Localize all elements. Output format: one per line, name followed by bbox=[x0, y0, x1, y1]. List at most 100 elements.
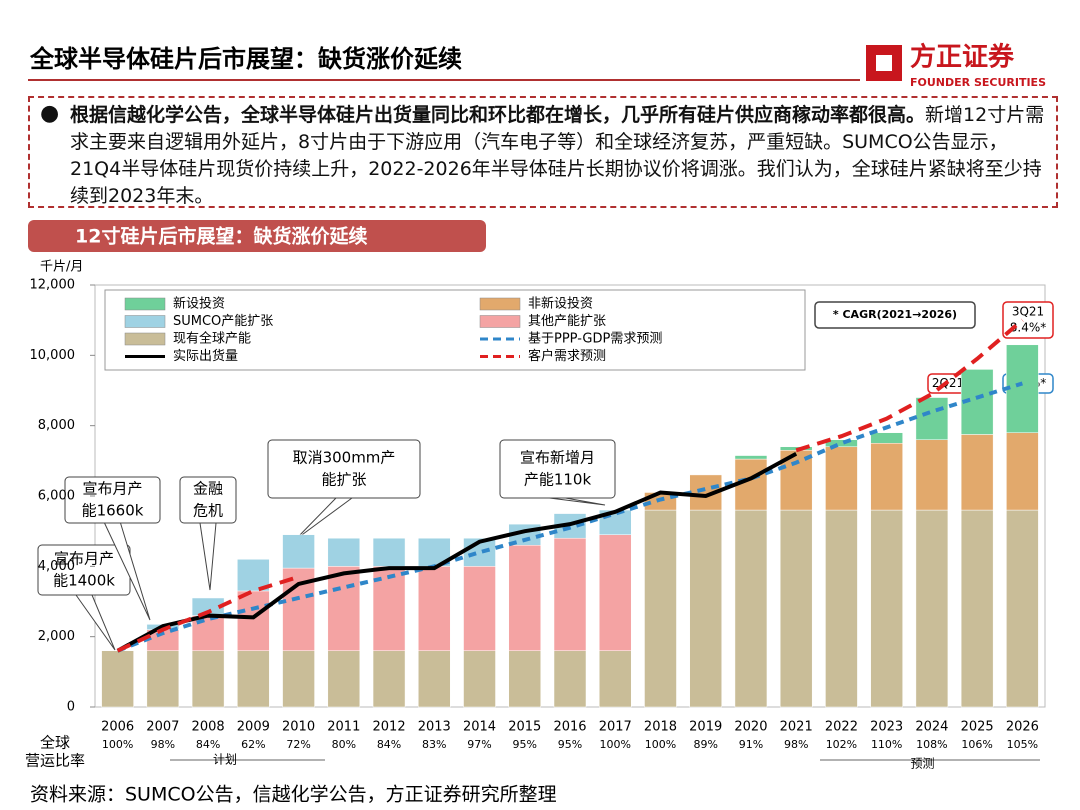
x-tick-label: 2014 bbox=[463, 720, 496, 735]
bar-segment bbox=[327, 566, 361, 651]
annotation-text: 能1400k bbox=[53, 572, 115, 590]
bar-segment bbox=[553, 513, 587, 539]
utilization-label: 95% bbox=[513, 738, 537, 751]
x-tick-label: 2019 bbox=[689, 720, 722, 735]
x-tick-label: 2010 bbox=[282, 720, 315, 735]
y-tick-label: 0 bbox=[67, 700, 75, 715]
bar-segment bbox=[598, 534, 632, 651]
annotation-text: 取消300mm产 bbox=[293, 449, 396, 467]
bullet-box: ● 根据信越化学公告，全球半导体硅片出货量同比和环比都在增长，几乎所有硅片供应商稼… bbox=[28, 96, 1058, 208]
callout-pointer bbox=[549, 497, 606, 506]
callout-box bbox=[267, 439, 421, 499]
bar-segment bbox=[1006, 509, 1039, 708]
bar-segment bbox=[915, 509, 949, 708]
utilization-label: 98% bbox=[784, 738, 808, 751]
annotation-text: 2Q21 bbox=[932, 376, 964, 390]
callout-pointer bbox=[75, 594, 116, 651]
bar-segment bbox=[463, 537, 496, 567]
bar-segment bbox=[237, 590, 270, 651]
utilization-label: 100% bbox=[102, 738, 133, 751]
bar-segment bbox=[825, 446, 858, 511]
utilization-label: 84% bbox=[377, 738, 401, 751]
utilization-label: 100% bbox=[600, 738, 631, 751]
x-tick-label: 2007 bbox=[146, 720, 179, 735]
bar-segment bbox=[508, 650, 542, 708]
annotation-text: 宣布月产 bbox=[82, 480, 142, 498]
x-tick-label: 2021 bbox=[780, 720, 813, 735]
legend-label: 现有全球产能 bbox=[173, 331, 251, 347]
callout-box bbox=[927, 373, 969, 394]
bar-segment bbox=[508, 523, 542, 546]
x-tick-label: 2006 bbox=[101, 720, 134, 735]
x-tick-label: 2020 bbox=[734, 720, 767, 735]
x-tick-label: 2008 bbox=[192, 720, 225, 735]
utilization-label: 106% bbox=[961, 738, 992, 751]
x-tick-label: 2009 bbox=[237, 720, 270, 735]
bar-segment bbox=[1006, 432, 1039, 511]
bar-segment bbox=[418, 537, 451, 567]
legend-label: 基于PPP-GDP需求预测 bbox=[528, 332, 662, 347]
bar-segment bbox=[146, 650, 180, 708]
legend-swatch bbox=[124, 332, 166, 346]
annotation-text: 产能110k bbox=[524, 471, 592, 489]
legend-label: 非新设投资 bbox=[528, 296, 593, 312]
utilization-title: 营运比率 bbox=[25, 752, 85, 770]
bar-segment bbox=[282, 534, 315, 569]
x-tick-label: 2022 bbox=[825, 720, 858, 735]
bar-segment bbox=[734, 455, 768, 460]
callout-pointer bbox=[294, 497, 353, 541]
bar-segment bbox=[282, 650, 315, 708]
bar-segment bbox=[598, 650, 632, 708]
bar-segment bbox=[327, 537, 361, 567]
utilization-label: 91% bbox=[739, 738, 763, 751]
y-tick-label: 10,000 bbox=[30, 348, 76, 363]
annotation-text: 宣布月产 bbox=[54, 550, 114, 568]
utilization-label: 97% bbox=[467, 738, 491, 751]
bar-segment bbox=[553, 650, 587, 708]
annotations: 宣布月产能1400k宣布月产能1660k金融危机取消300mm产能扩张宣布新增月… bbox=[37, 301, 1054, 771]
x-tick-label: 2023 bbox=[870, 720, 903, 735]
bar-segment bbox=[191, 615, 225, 651]
series-line bbox=[116, 381, 1023, 653]
bar-segment bbox=[146, 629, 180, 651]
callout-box bbox=[37, 544, 131, 596]
legend-box bbox=[104, 289, 806, 371]
utilization-label: 105% bbox=[1007, 738, 1038, 751]
annotation-text: 宣布新增月 bbox=[520, 449, 595, 467]
bar-segment bbox=[825, 509, 858, 708]
annotation-text: 5.3%* bbox=[1010, 376, 1047, 390]
logo-text: 方正证券 bbox=[910, 42, 1015, 73]
x-tick-label: 2011 bbox=[327, 720, 360, 735]
y-tick-label: 4,000 bbox=[38, 559, 75, 574]
bar-segment bbox=[779, 446, 813, 451]
callout-box bbox=[179, 476, 237, 524]
page-title: 全球半导体硅片后市展望：缺货涨价延续 bbox=[29, 45, 462, 73]
bar-segment bbox=[508, 544, 542, 651]
bar-segment bbox=[418, 566, 451, 651]
section-header bbox=[28, 220, 486, 252]
utilization-label: 72% bbox=[286, 738, 310, 751]
annotation-text: 预测 bbox=[910, 757, 934, 771]
y-tick-label: 8,000 bbox=[38, 418, 75, 433]
utilization-label: 110% bbox=[871, 738, 902, 751]
bar-segment bbox=[237, 650, 270, 708]
bar-segment bbox=[282, 567, 315, 651]
x-tick-label: 2012 bbox=[373, 720, 406, 735]
callout-box bbox=[1002, 373, 1054, 394]
bar-segment bbox=[915, 439, 949, 511]
section-title: 12寸硅片后市展望：缺货涨价延续 bbox=[75, 225, 367, 248]
annotation-text: 计划 bbox=[213, 753, 237, 767]
logo-mark bbox=[866, 45, 902, 81]
utilization-label: 89% bbox=[693, 738, 717, 751]
y-tick-label: 2,000 bbox=[38, 629, 75, 644]
series-line bbox=[116, 318, 1024, 653]
bar-segment bbox=[870, 443, 903, 511]
bar-segment bbox=[644, 509, 677, 708]
x-tick-label: 2016 bbox=[553, 720, 586, 735]
annotation-text: 3Q21 bbox=[1012, 305, 1044, 319]
callout-box bbox=[1002, 301, 1054, 339]
annotation-text: 危机 bbox=[193, 502, 223, 520]
bar-segment bbox=[734, 509, 768, 708]
y-tick-label: 12,000 bbox=[30, 278, 76, 293]
